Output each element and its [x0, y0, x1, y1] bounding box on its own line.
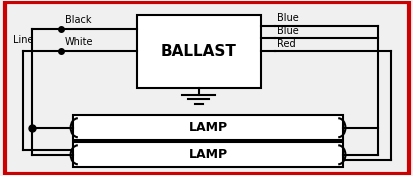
- Text: Black: Black: [64, 15, 91, 25]
- Text: LAMP: LAMP: [188, 121, 227, 134]
- Bar: [137, 15, 260, 88]
- Text: Red: Red: [276, 39, 295, 49]
- Text: Blue: Blue: [276, 26, 298, 36]
- Bar: [73, 115, 342, 140]
- Text: BALLAST: BALLAST: [160, 44, 236, 59]
- Text: Blue: Blue: [276, 13, 298, 23]
- Text: LAMP: LAMP: [188, 148, 227, 161]
- Bar: [73, 142, 342, 167]
- Text: Line: Line: [13, 35, 33, 45]
- Text: White: White: [64, 37, 93, 47]
